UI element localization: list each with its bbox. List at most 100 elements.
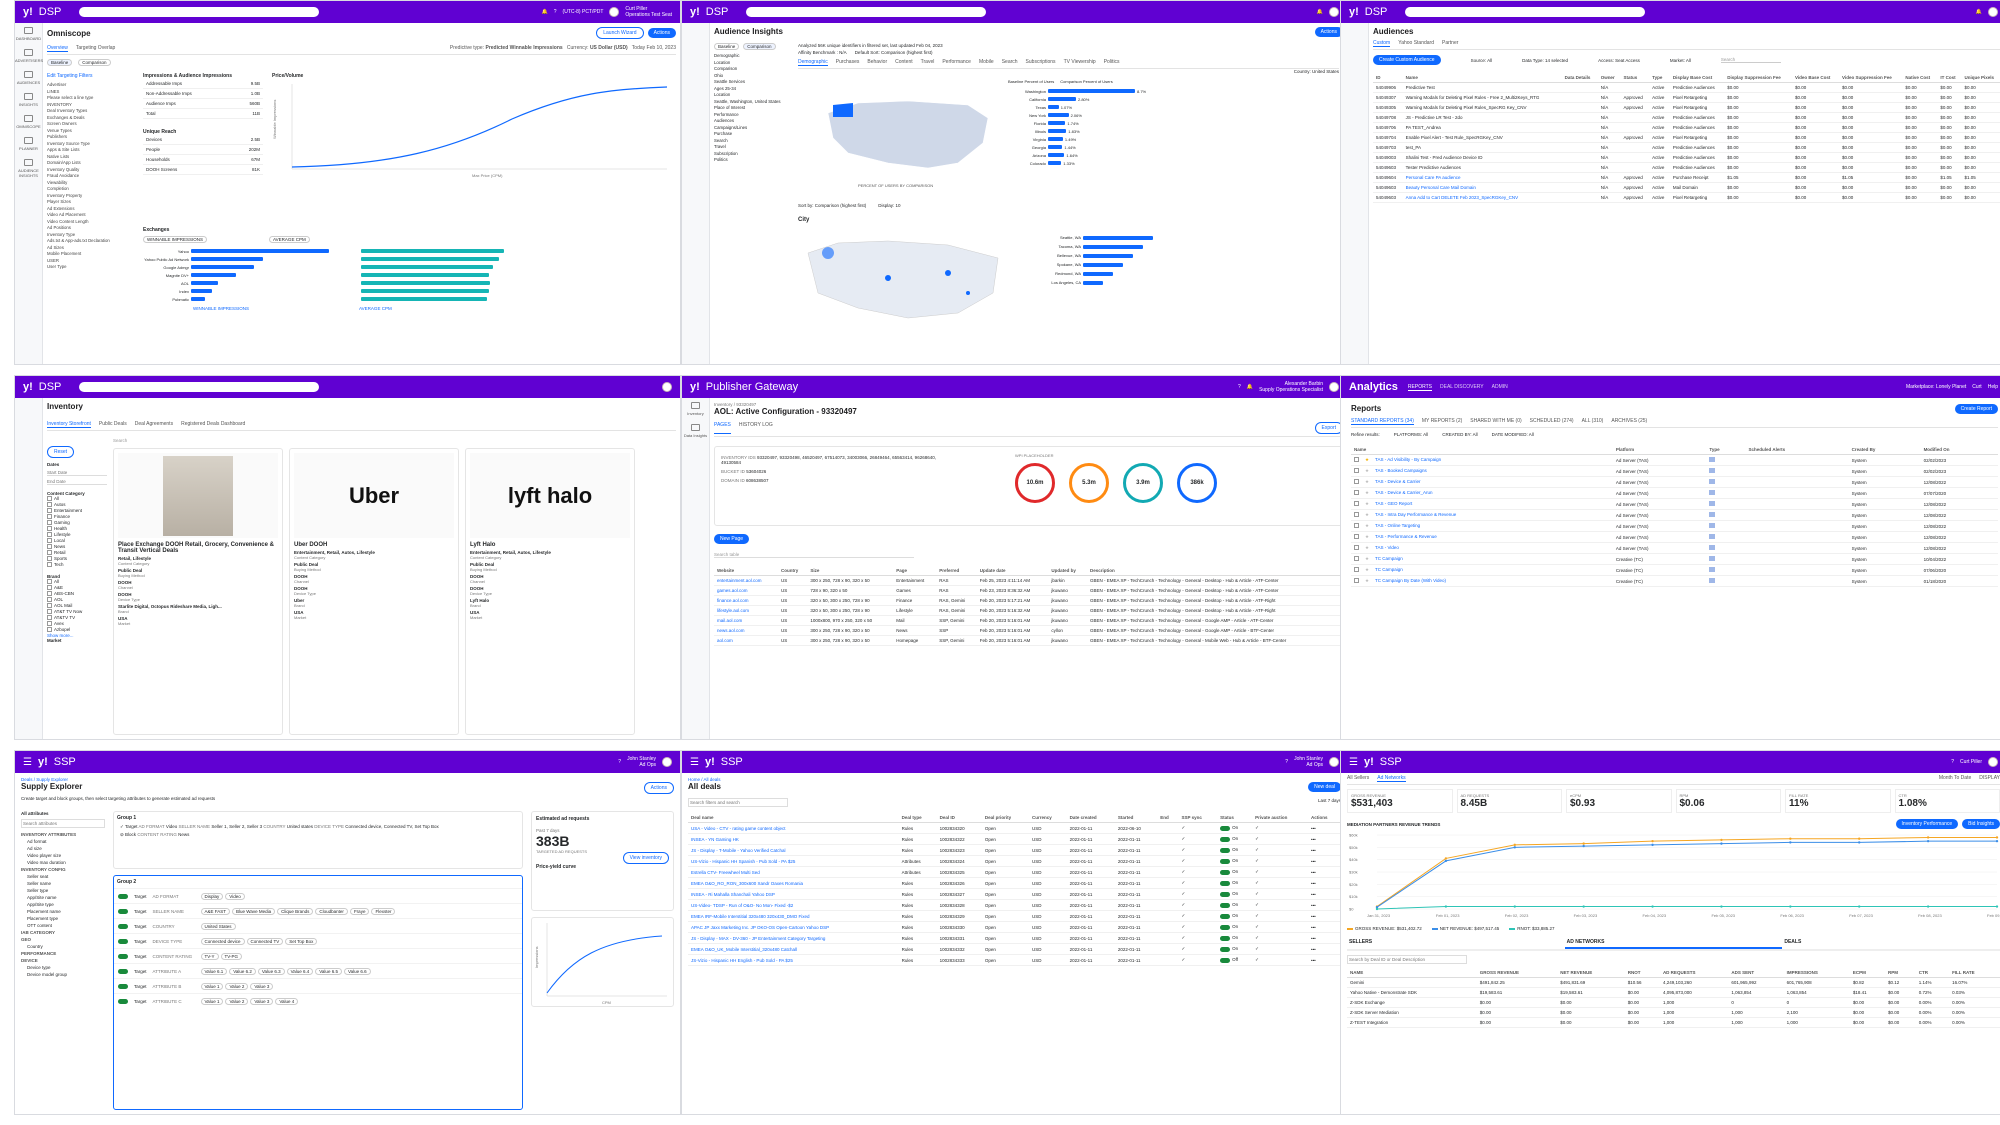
inventory-card[interactable]: lyft halo Lyft Halo Entertainment, Retail,…	[465, 448, 635, 735]
row-checkbox[interactable]	[1354, 567, 1359, 573]
checkbox[interactable]	[47, 532, 52, 538]
star-icon[interactable]: ★	[1365, 556, 1370, 561]
category-tab[interactable]: Performance	[942, 59, 971, 65]
value-chip[interactable]: Value 1	[200, 982, 224, 990]
value-chip[interactable]: Value 3	[250, 982, 274, 990]
tab-baseline[interactable]: Baseline	[714, 43, 740, 50]
filter-item[interactable]: User Type	[47, 264, 67, 269]
attribute-item[interactable]: GEO	[21, 937, 32, 942]
filter-item[interactable]: Inventory Source Type	[47, 140, 90, 146]
actions-button[interactable]: Actions	[1314, 27, 1343, 37]
country-select[interactable]: Country: United States	[1293, 69, 1339, 74]
table-row[interactable]: ★ TAS - Performance & Revenue Ad Server (T…	[1351, 531, 1998, 543]
value-chip[interactable]: Value 2	[225, 982, 249, 990]
column-header[interactable]: End	[1157, 813, 1179, 823]
star-icon[interactable]: ★	[1365, 534, 1370, 539]
value-chip[interactable]: Value 3	[250, 997, 274, 1005]
category-tab[interactable]: Subscriptions	[1025, 59, 1056, 65]
marketplace-select[interactable]: Marketplace: Lonely Planet	[1905, 384, 1967, 390]
report-tab[interactable]: ALL (310)	[1581, 418, 1604, 424]
category-tab[interactable]: Purchases	[835, 59, 860, 65]
more-actions-icon[interactable]: •••	[1308, 954, 1341, 966]
star-icon[interactable]: ★	[1365, 523, 1370, 528]
column-header[interactable]: Preferred	[936, 566, 977, 576]
row-checkbox[interactable]	[1354, 523, 1359, 529]
column-header[interactable]: Updated by	[1048, 566, 1087, 576]
type-filter[interactable]: Data Type: 14 selected	[1522, 57, 1569, 63]
table-search[interactable]: Search table	[714, 552, 914, 558]
filter-item[interactable]: Ohio	[714, 72, 724, 78]
column-header[interactable]: GROSS REVENUE	[1476, 968, 1558, 978]
filter-item[interactable]: Completion	[47, 186, 69, 191]
category-tab[interactable]: Content	[895, 59, 913, 65]
new-page-button[interactable]: New Page	[714, 534, 750, 544]
report-name-link[interactable]: TC Campaign By Date (With Video)	[1375, 578, 1446, 583]
attribute-item[interactable]: INVENTORY ATTRIBUTES	[21, 832, 77, 837]
column-header[interactable]: Status	[1620, 73, 1650, 83]
checkbox[interactable]	[47, 562, 52, 568]
sidebar-item[interactable]: ADVERTISERS	[15, 45, 43, 67]
filter-item[interactable]: Performance	[714, 111, 739, 117]
row-checkbox[interactable]	[1354, 468, 1359, 474]
value-chip[interactable]: Value 6.6	[343, 967, 371, 975]
filter-item[interactable]: Deal Inventory Types	[47, 108, 88, 113]
deal-name-link[interactable]: USA - Video - CTV - rating game content …	[688, 822, 899, 834]
deal-name-link[interactable]: APAC JP Jaxx Marketing Inc. JP OKO-OS Op…	[688, 921, 899, 933]
filter-item[interactable]: Ad Extensions	[47, 205, 75, 211]
value-chip[interactable]: Connected device	[200, 937, 245, 945]
new-deal-button[interactable]: New deal	[1308, 782, 1341, 792]
table-row[interactable]: 54049704 Enable Pixel Alert - Test Rule_S…	[1373, 132, 2000, 143]
target-toggle[interactable]	[118, 893, 128, 899]
category-tab[interactable]: Travel	[920, 59, 935, 65]
menu-icon[interactable]: ☰	[23, 756, 32, 768]
table-row[interactable]: JS - Display - T-Mobile - Yahoo Verified…	[688, 844, 1341, 856]
column-header[interactable]: Video Base Cost	[1791, 73, 1840, 83]
deal-name-link[interactable]: JS - Display - MAX - DV-360 - JP Enterta…	[688, 932, 899, 944]
website-link[interactable]: entertainment.aol.com	[714, 575, 778, 586]
filter-checkbox[interactable]: AOL Mail	[47, 603, 107, 609]
bell-icon[interactable]: 🔔	[1975, 9, 1982, 15]
sort-by-select[interactable]: Sort by: Comparison (highest first)	[798, 203, 867, 208]
tab-yahoo-standard[interactable]: Yahoo Standard	[1398, 40, 1435, 46]
filter-checkbox[interactable]: Azbopel	[47, 627, 107, 633]
view-inventory-button[interactable]: View inventory	[622, 852, 669, 864]
column-header[interactable]: Currency	[1029, 813, 1067, 823]
attribute-item[interactable]: App/Site name	[27, 895, 57, 900]
column-header[interactable]: IT Cost	[1937, 73, 1962, 83]
deal-name-link[interactable]: US-Video- TDSP - Run of O&O- No Mon- Fix…	[688, 899, 899, 911]
audience-name[interactable]: Tester Predictive Audiences	[1402, 162, 1562, 173]
filter-item[interactable]: Place of Interest	[714, 105, 746, 110]
column-header[interactable]: SSP sync	[1178, 813, 1218, 823]
report-name-link[interactable]: TC Campaign	[1375, 556, 1403, 561]
row-checkbox[interactable]	[1354, 490, 1359, 496]
reset-button[interactable]: Reset	[47, 446, 75, 458]
deal-name-link[interactable]: US-Vizio - Hispanic HH Spanish - Pub Sol…	[688, 855, 899, 867]
row-checkbox[interactable]	[1354, 534, 1359, 540]
target-toggle[interactable]	[118, 983, 128, 989]
column-header[interactable]: NAME	[1347, 968, 1477, 978]
create-report-button[interactable]: Create Report	[1954, 404, 1998, 414]
category-tab[interactable]: Search	[1001, 59, 1018, 65]
search-input[interactable]	[79, 382, 320, 392]
website-link[interactable]: finance.aol.com	[714, 595, 778, 606]
category-tab[interactable]: TV Viewership	[1063, 59, 1096, 65]
filter-item[interactable]: Inventory Type	[47, 231, 76, 237]
filter-checkbox[interactable]: Gaming	[47, 520, 107, 526]
target-toggle[interactable]	[118, 998, 128, 1004]
inventory-performance-button[interactable]: Inventory Performance	[1895, 819, 1959, 829]
table-row[interactable]: ★ TAS - Booked Campaigns Ad Server (TAS) Sy…	[1351, 465, 1998, 477]
table-row[interactable]: 54049708 JS - Predictive LR Test - 2do N/A…	[1373, 112, 2000, 123]
attribute-item[interactable]: Seller seat	[27, 874, 49, 879]
help-icon[interactable]: ?	[1285, 759, 1289, 765]
menu-icon[interactable]: ☰	[1349, 756, 1358, 768]
launch-wizard-button[interactable]: Launch Wizard	[596, 27, 644, 39]
attribute-item[interactable]: IAB CATEGORY	[21, 930, 56, 935]
end-date[interactable]: End Date	[47, 479, 107, 485]
start-date[interactable]: Start Date	[47, 470, 107, 476]
bell-icon[interactable]: 🔔	[1316, 9, 1323, 15]
attribute-item[interactable]: DEVICE	[21, 958, 38, 963]
checkbox[interactable]	[47, 621, 52, 627]
column-header[interactable]: Date created	[1066, 813, 1115, 823]
avatar[interactable]	[1329, 757, 1339, 767]
filter-item[interactable]: Domain/App Lists	[47, 160, 81, 165]
